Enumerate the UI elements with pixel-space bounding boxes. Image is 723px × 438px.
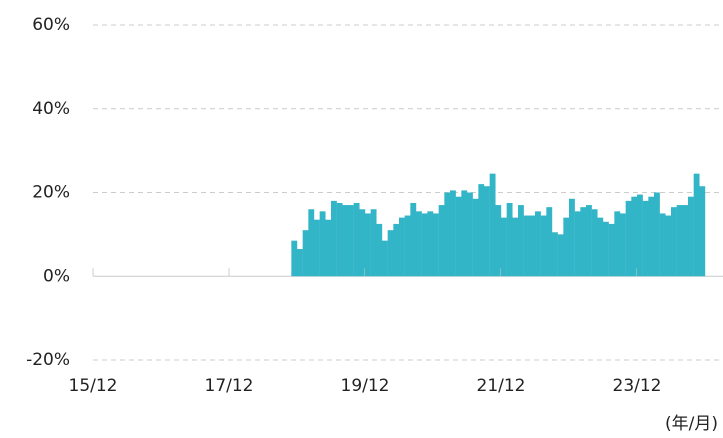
bar (699, 186, 706, 277)
bar (450, 190, 456, 277)
x-tick-label: 15/12 (69, 376, 118, 396)
bar (631, 196, 638, 277)
y-tick-label: 40% (32, 99, 70, 119)
bar (540, 215, 547, 277)
bar (393, 223, 400, 277)
x-tick-label: 21/12 (477, 376, 526, 396)
bar (676, 205, 683, 277)
bar (297, 249, 303, 277)
bar (353, 202, 360, 277)
bar (557, 234, 564, 277)
bar (427, 211, 434, 277)
bar (325, 219, 332, 277)
x-tick-label: 19/12 (341, 376, 390, 396)
bar (455, 196, 462, 277)
bar (421, 213, 428, 277)
bar (359, 209, 366, 277)
bar (552, 232, 558, 277)
bar (302, 230, 309, 277)
bar (671, 207, 677, 277)
bar (291, 240, 298, 277)
x-tick-label: 23/12 (613, 376, 662, 396)
bar (370, 209, 377, 277)
bar (614, 211, 621, 277)
y-tick-label: 0% (43, 266, 70, 286)
x-tick-label: 17/12 (205, 376, 254, 396)
bar (404, 215, 411, 277)
bar (382, 240, 388, 277)
bar (569, 198, 575, 277)
bar (416, 211, 422, 277)
x-axis-unit: (年/月) (665, 414, 718, 434)
bar (512, 217, 519, 277)
bar (433, 213, 439, 277)
bar (574, 211, 581, 277)
bar (529, 215, 536, 277)
bar (376, 223, 383, 277)
bar (648, 196, 655, 277)
bar (501, 217, 507, 277)
bar (688, 196, 694, 277)
bar (620, 213, 626, 277)
y-tick-label: 60% (32, 15, 70, 35)
bar (518, 205, 524, 277)
y-tick-label: -20% (26, 350, 70, 370)
bar (535, 211, 541, 277)
bar (603, 221, 609, 277)
bar (625, 200, 632, 277)
bar (506, 202, 513, 277)
bar (438, 205, 445, 277)
bar (410, 202, 417, 277)
bar (331, 200, 337, 277)
bar (693, 173, 700, 277)
bar (591, 209, 598, 277)
bar (342, 205, 349, 277)
bar (546, 207, 553, 277)
bar (654, 192, 660, 277)
bar (665, 215, 672, 277)
bar (314, 219, 320, 277)
bar (444, 192, 451, 277)
bar (467, 192, 473, 277)
bar (597, 217, 604, 277)
bar (495, 205, 502, 277)
bar (319, 211, 326, 277)
bar (348, 205, 354, 277)
bar (523, 215, 530, 277)
bar (336, 202, 343, 277)
bar (461, 190, 468, 277)
y-tick-label: 20% (32, 183, 70, 203)
bar (642, 200, 649, 277)
bar (387, 230, 394, 277)
bar (682, 205, 689, 277)
bar (308, 209, 315, 277)
bar (563, 217, 570, 277)
bar (580, 207, 587, 277)
bar (489, 173, 496, 277)
bar (484, 186, 490, 277)
bar (478, 184, 485, 277)
bar (608, 223, 615, 277)
bar (586, 205, 592, 277)
bar (659, 213, 666, 277)
bar (472, 198, 479, 277)
bar (399, 217, 405, 277)
bar (365, 213, 371, 277)
bar (637, 194, 643, 277)
